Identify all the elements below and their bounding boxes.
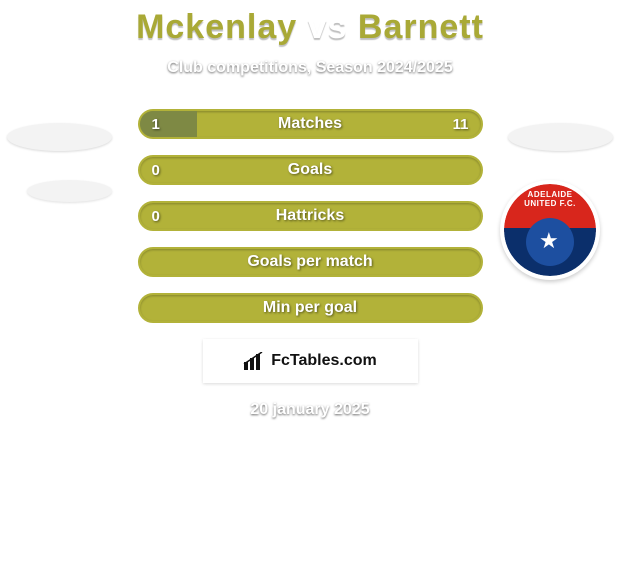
stat-label: Hattricks: [140, 203, 481, 229]
club-badge-text: ADELAIDE UNITED F.C.: [504, 190, 596, 208]
player2-club-badge: ADELAIDE UNITED F.C. ★: [500, 180, 600, 280]
stat-value-player1: 0: [152, 203, 160, 229]
stat-bar: Hattricks0: [138, 201, 483, 231]
stat-label: Min per goal: [140, 295, 481, 321]
stat-row: Goals0: [0, 155, 620, 185]
comparison-widget: Mckenlay vs Barnett Club competitions, S…: [0, 0, 620, 419]
club-badge-inner: ADELAIDE UNITED F.C. ★: [504, 184, 596, 276]
stat-bar: Goals per match: [138, 247, 483, 277]
club-text-line1: ADELAIDE: [504, 190, 596, 199]
star-icon: ★: [539, 228, 559, 254]
stat-value-player2: 11: [453, 111, 469, 137]
player1-club-placeholder: [27, 180, 112, 202]
subtitle: Club competitions, Season 2024/2025: [0, 59, 620, 77]
stat-label: Matches: [140, 111, 481, 137]
player2-avatar-placeholder: [508, 123, 613, 151]
player1-avatar-placeholder: [7, 123, 112, 151]
date-label: 20 january 2025: [0, 401, 620, 419]
stat-bar: Goals0: [138, 155, 483, 185]
stat-label: Goals: [140, 157, 481, 183]
title-player1: Mckenlay: [136, 8, 297, 46]
brand-logo[interactable]: FcTables.com: [203, 339, 418, 383]
stat-value-player1: 0: [152, 157, 160, 183]
stat-value-player1: 1: [152, 111, 160, 137]
page-title: Mckenlay vs Barnett: [0, 0, 620, 47]
stat-label: Goals per match: [140, 249, 481, 275]
club-text-line2: UNITED F.C.: [504, 199, 596, 208]
stat-bar: Min per goal: [138, 293, 483, 323]
brand-logo-text: FcTables.com: [271, 352, 377, 370]
title-vs: vs: [308, 8, 348, 46]
stat-row: Min per goal: [0, 293, 620, 323]
title-player2: Barnett: [358, 8, 484, 46]
stat-bar: Matches111: [138, 109, 483, 139]
bars-icon: [243, 352, 265, 370]
